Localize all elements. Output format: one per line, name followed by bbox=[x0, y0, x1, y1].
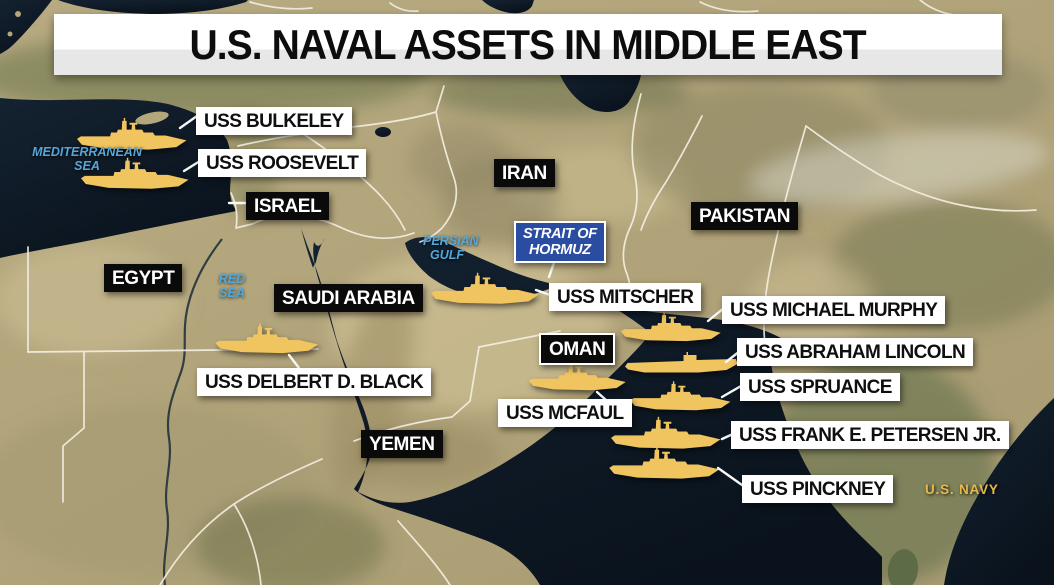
aegean-sea-shape bbox=[0, 0, 52, 54]
caspian-top-sliver bbox=[482, 0, 534, 14]
label-uss-michael-murphy: USS MICHAEL MURPHY bbox=[722, 296, 946, 324]
label-uss-mitscher: USS MITSCHER bbox=[549, 283, 702, 311]
bay-of-bengal-shape bbox=[944, 398, 1054, 585]
label-uss-delbert-d-black: USS DELBERT D. BLACK bbox=[197, 368, 432, 396]
black-sea-shape bbox=[58, 0, 248, 14]
source-credit: U.S. NAVY bbox=[925, 482, 999, 497]
nile-river bbox=[163, 238, 223, 585]
label-uss-abraham-lincoln: USS ABRAHAM LINCOLN bbox=[737, 338, 974, 366]
label-persian-gulf: PERSIAN GULF bbox=[423, 234, 479, 263]
label-yemen: YEMEN bbox=[361, 430, 443, 458]
label-oman: OMAN bbox=[539, 333, 616, 365]
ship-uss-michael-murphy bbox=[620, 312, 721, 342]
islands bbox=[7, 11, 919, 585]
label-uss-mcfaul: USS MCFAUL bbox=[498, 399, 632, 427]
title-banner: U.S. NAVAL ASSETS IN MIDDLE EAST bbox=[54, 14, 1002, 75]
caspian-sea-shape bbox=[560, 75, 641, 112]
ship-uss-pinckney bbox=[609, 446, 720, 479]
label-uss-bulkeley: USS BULKELEY bbox=[196, 107, 352, 135]
country-borders bbox=[27, 0, 1037, 585]
label-uss-spruance: USS SPRUANCE bbox=[740, 373, 900, 401]
label-uss-frank-e-petersen-jr: USS FRANK E. PETERSEN JR. bbox=[731, 421, 1009, 449]
label-saudi-arabia: SAUDI ARABIA bbox=[274, 284, 423, 312]
ship-uss-mitscher bbox=[430, 272, 539, 304]
label-israel: ISRAEL bbox=[246, 192, 330, 220]
ship-uss-delbert-d-black bbox=[215, 323, 319, 354]
label-pakistan: PAKISTAN bbox=[691, 202, 799, 230]
label-uss-pinckney: USS PINCKNEY bbox=[742, 475, 894, 503]
label-iran: IRAN bbox=[494, 159, 555, 187]
cyprus-island bbox=[135, 111, 169, 125]
sri-lanka-island bbox=[887, 549, 919, 585]
page-title: U.S. NAVAL ASSETS IN MIDDLE EAST bbox=[189, 20, 867, 68]
label-strait-of-hormuz: STRAIT OF HORMUZ bbox=[514, 221, 606, 264]
label-egypt: EGYPT bbox=[104, 264, 183, 292]
label-uss-roosevelt: USS ROOSEVELT bbox=[198, 149, 367, 177]
label-red-sea: RED SEA bbox=[218, 272, 246, 301]
lake-urmia bbox=[375, 127, 391, 137]
label-mediterranean-sea: MEDITERRANEAN SEA bbox=[32, 145, 142, 174]
